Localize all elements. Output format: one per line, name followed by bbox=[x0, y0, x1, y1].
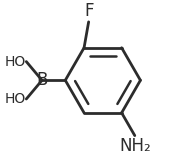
Text: HO: HO bbox=[4, 55, 26, 69]
Text: F: F bbox=[85, 2, 94, 20]
Text: HO: HO bbox=[4, 92, 26, 106]
Text: B: B bbox=[36, 71, 48, 89]
Text: NH₂: NH₂ bbox=[119, 137, 151, 155]
